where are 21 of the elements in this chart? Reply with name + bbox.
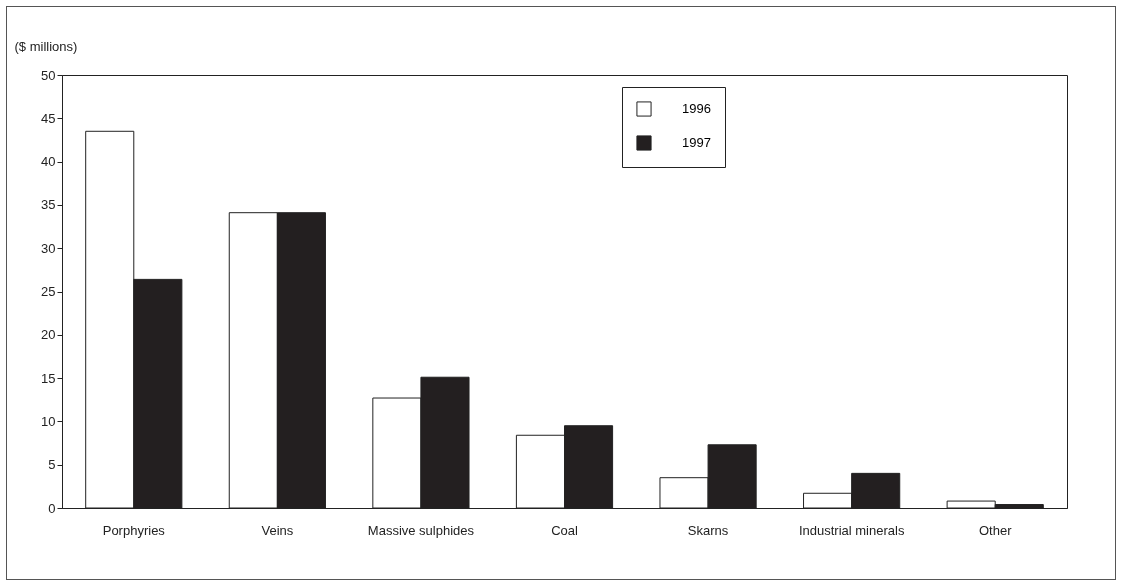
- y-tick-label: 5: [48, 457, 56, 473]
- x-tick-label: Coal: [551, 522, 578, 538]
- y-tick-label: 20: [41, 327, 56, 343]
- legend-label: 1997: [682, 135, 711, 150]
- y-tick-label: 0: [48, 500, 56, 516]
- y-tick-label: 35: [41, 197, 56, 213]
- y-axis-title: ($ millions): [14, 38, 78, 54]
- y-tick-label: 30: [41, 240, 56, 256]
- x-tick-label: Skarns: [687, 522, 729, 538]
- y-tick-label: 50: [41, 67, 56, 83]
- legend-label: 1996: [682, 101, 711, 116]
- x-tick-label: Industrial minerals: [798, 522, 905, 538]
- y-tick-label: 15: [41, 370, 56, 386]
- y-tick-label: 45: [41, 110, 56, 126]
- y-tick-label: 40: [41, 154, 56, 170]
- x-tick-label: Other: [978, 522, 1013, 538]
- x-tick-label: Massive sulphides: [367, 522, 475, 538]
- y-tick-label: 10: [41, 413, 56, 429]
- x-tick-label: Porphyries: [102, 522, 166, 538]
- x-tick-label: Veins: [261, 522, 294, 538]
- y-tick-label: 25: [41, 284, 56, 299]
